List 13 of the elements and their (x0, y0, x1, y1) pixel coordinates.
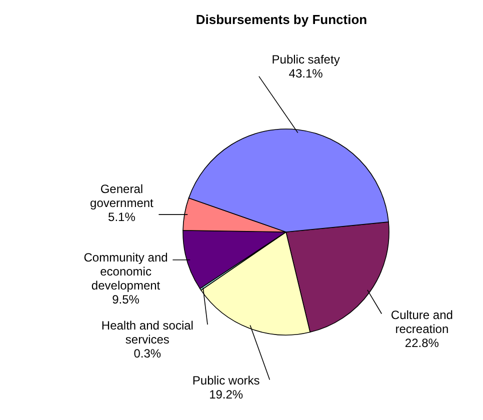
data-label: 5.1% (108, 210, 136, 224)
data-label: 0.3% (134, 346, 162, 361)
slice-label: General government (90, 182, 154, 210)
data-label: 9.5% (112, 292, 140, 307)
slice-label: Public safety (272, 52, 340, 66)
slice-label: Culture and recreation (390, 308, 453, 336)
slice-label: Health and social services (101, 318, 194, 347)
data-label: 19.2% (209, 388, 244, 402)
slice-label: Public works (192, 374, 260, 388)
slice-label: Community and economic development (84, 250, 168, 293)
data-label: 22.8% (404, 336, 440, 350)
chart-title: Disbursements by Function (196, 12, 368, 27)
data-label: 43.1% (288, 66, 324, 80)
